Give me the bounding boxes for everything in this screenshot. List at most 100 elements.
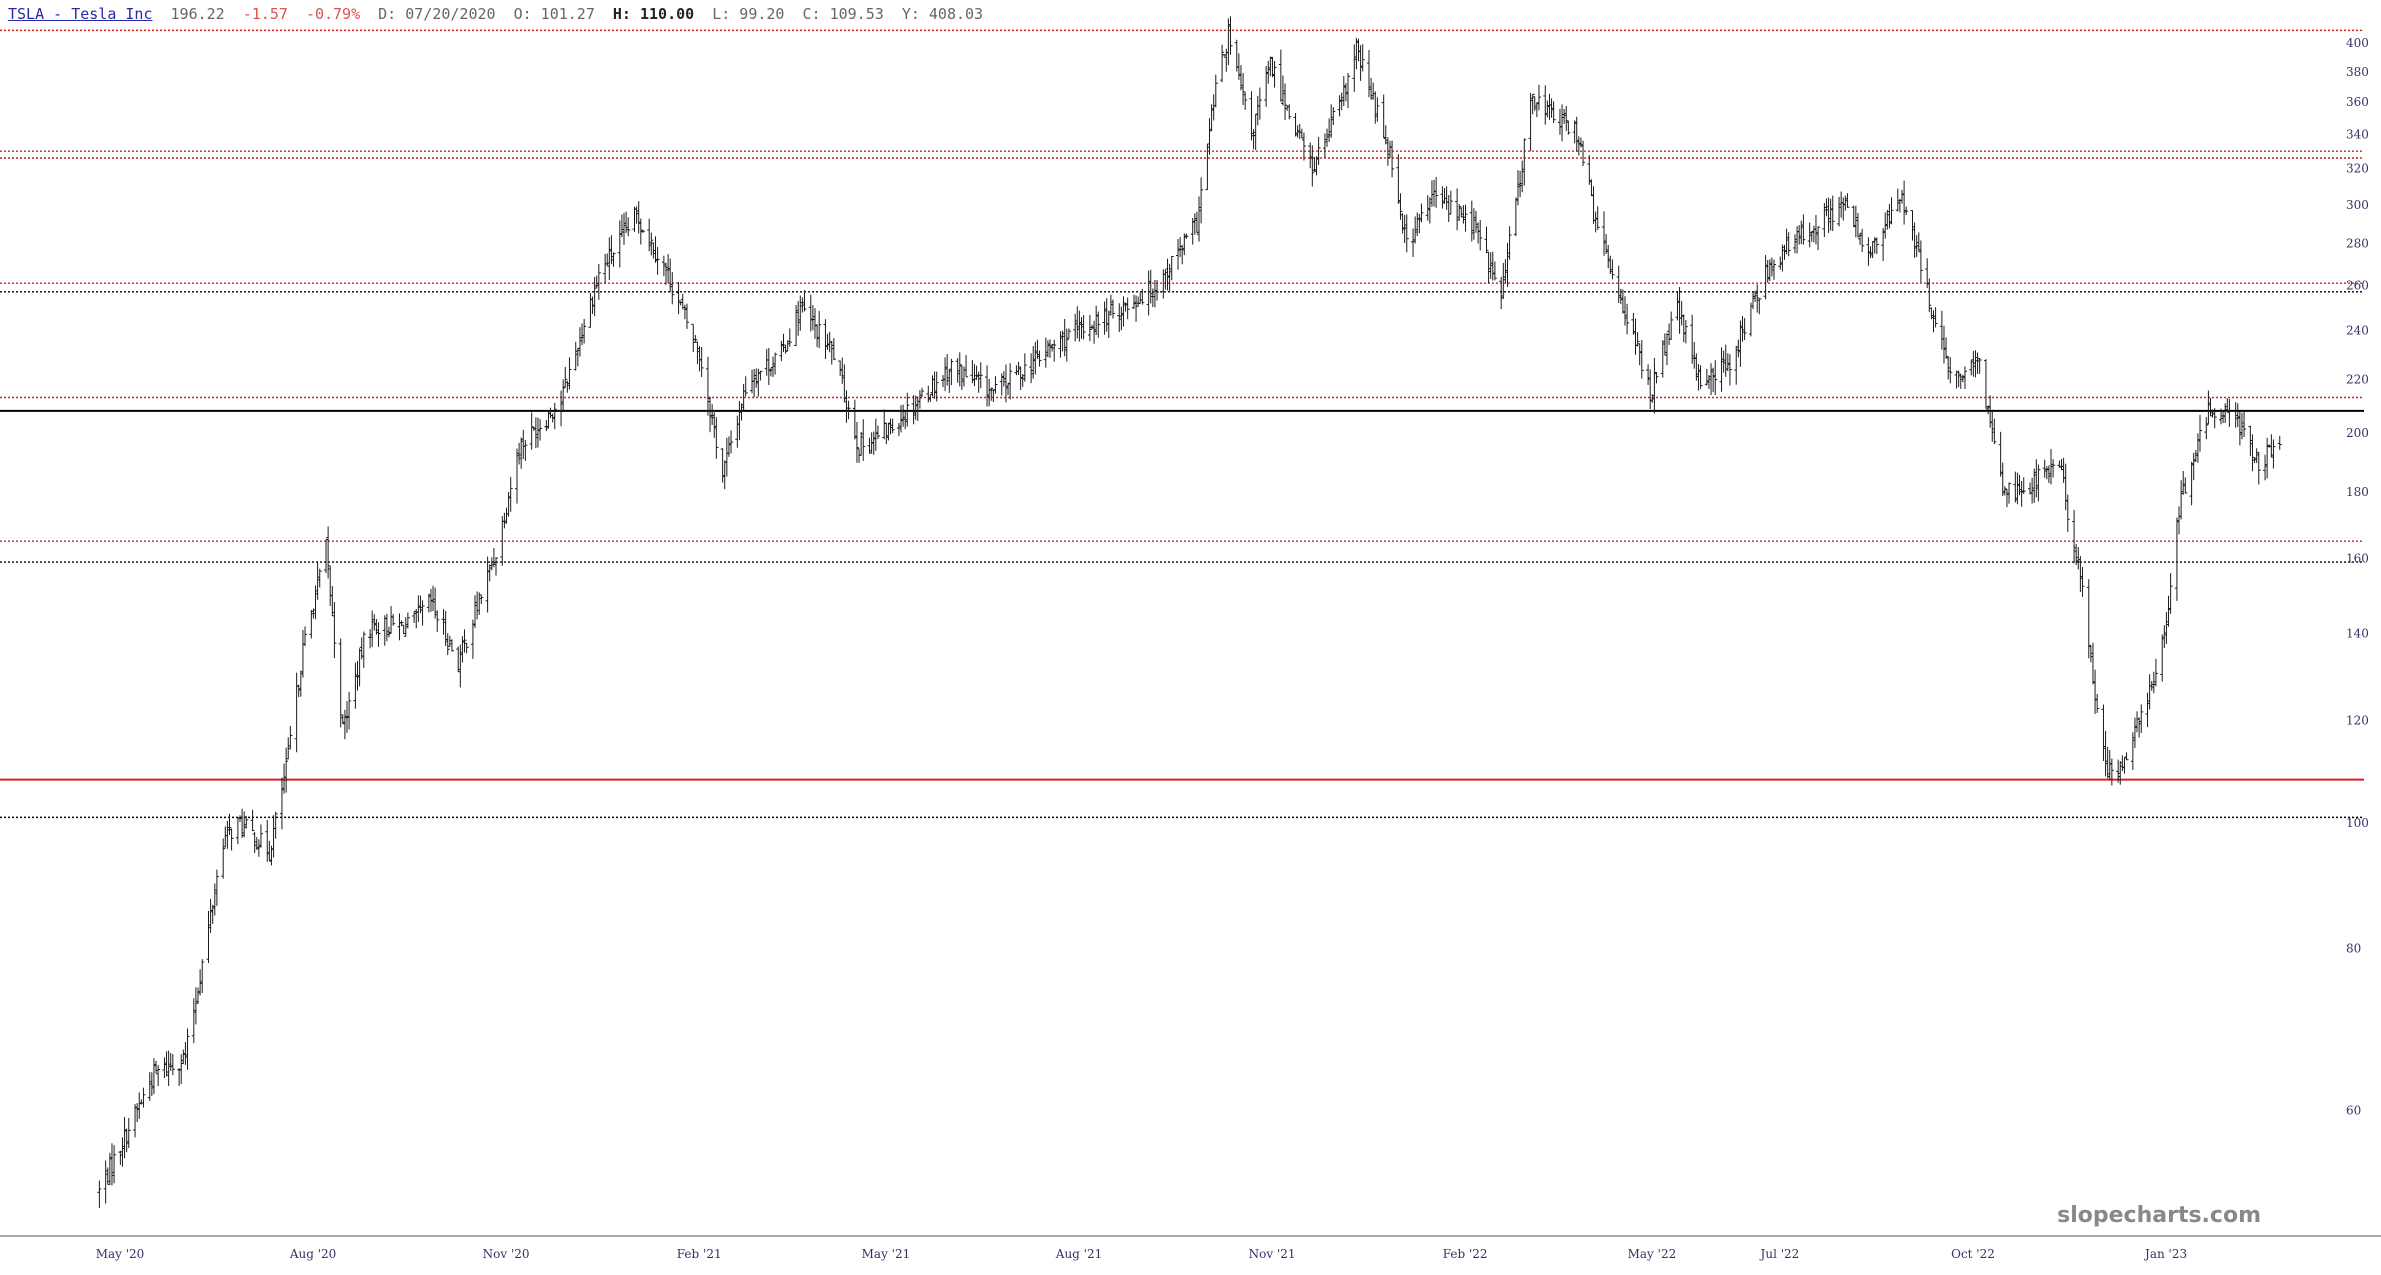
- ohlc-bar: [2223, 403, 2228, 423]
- ohlc-bar: [697, 345, 702, 372]
- ohlc-bar: [397, 613, 402, 641]
- ohlc-bar: [1843, 195, 1848, 211]
- ohlc-bar: [357, 648, 362, 687]
- ohlc-bar: [684, 303, 689, 329]
- ohlc-bar: [519, 437, 524, 469]
- ohlc-bar: [179, 1054, 184, 1085]
- ohlc-bar: [133, 1104, 138, 1138]
- ohlc-bar: [237, 815, 242, 822]
- ohlc-bar: [1858, 232, 1863, 246]
- ohlc-bar: [1841, 197, 1846, 221]
- bar-close: C: 109.53: [802, 5, 884, 23]
- ohlc-bar: [1134, 295, 1139, 322]
- ohlc-bar: [987, 378, 992, 407]
- ohlc-bar: [1390, 140, 1395, 178]
- ohlc-bar: [590, 296, 595, 314]
- ohlc-bar: [961, 366, 966, 387]
- ohlc-bar: [347, 691, 352, 730]
- ohlc-bar: [221, 838, 226, 879]
- ohlc-bar: [1816, 226, 1821, 251]
- ohlc-bar: [1654, 371, 1659, 384]
- ohlc-bar: [693, 335, 698, 343]
- ohlc-bar: [225, 820, 230, 849]
- ohlc-bar: [489, 557, 494, 571]
- ohlc-bar: [487, 564, 492, 582]
- ohlc-bar: [1866, 237, 1871, 266]
- ohlc-bar: [1574, 116, 1579, 152]
- ohlc-bar: [1339, 92, 1344, 111]
- ohlc-bar: [1931, 310, 1936, 333]
- ohlc-bar: [1257, 87, 1262, 120]
- ohlc-bar: [991, 389, 996, 403]
- y-axis-ticks: 60 80 100 120 140 160 180 200 220 240 260 280 300 320…: [2346, 36, 2369, 1118]
- ohlc-bar: [1121, 296, 1126, 327]
- ohlc-bar: [462, 629, 467, 653]
- ohlc-bar: [783, 344, 788, 354]
- ohlc-bar: [726, 436, 731, 457]
- ohlc-bar: [752, 369, 757, 398]
- bar-open: O: 101.27: [513, 5, 595, 23]
- ohlc-bar: [1734, 345, 1739, 385]
- x-tick-label: Feb '21: [677, 1247, 722, 1261]
- ohlc-bar: [1432, 179, 1437, 207]
- ohlc-bar: [240, 808, 245, 838]
- ohlc-bar: [1325, 128, 1330, 147]
- ohlc-bar: [1954, 370, 1959, 389]
- ohlc-bar: [911, 395, 916, 425]
- ohlc-bar: [1566, 120, 1571, 135]
- ohlc-bar: [1419, 203, 1424, 223]
- ohlc-bar: [265, 820, 270, 862]
- y-tick-label: 260: [2346, 278, 2369, 292]
- ohlc-bar: [1398, 193, 1403, 220]
- ohlc-bar: [1417, 214, 1422, 234]
- ohlc-bar: [812, 308, 817, 339]
- ohlc-bar: [1543, 85, 1548, 125]
- ohlc-bar: [1161, 269, 1166, 299]
- ohlc-bar: [1197, 196, 1202, 242]
- ohlc-bar: [382, 615, 387, 646]
- ohlc-bar: [976, 371, 981, 393]
- ohlc-bar: [1855, 212, 1860, 238]
- ohlc-bar: [1329, 104, 1334, 138]
- ohlc-bar: [926, 385, 931, 403]
- ohlc-bar: [1354, 37, 1359, 70]
- ohlc-bar: [296, 684, 301, 698]
- ohlc-bar: [1885, 209, 1890, 230]
- ohlc-bar: [1207, 118, 1212, 155]
- ohlc-bar: [989, 387, 994, 401]
- ohlc-bar: [1837, 196, 1842, 227]
- ohlc-bar: [1474, 210, 1479, 233]
- ohlc-bar: [867, 437, 872, 454]
- ohlc-bar: [1255, 95, 1260, 126]
- ohlc-bar: [2256, 451, 2261, 485]
- ohlc-bar: [1669, 311, 1674, 340]
- ohlc-bar: [2021, 477, 2026, 495]
- ohlc-bar: [2093, 669, 2098, 714]
- ohlc-bar: [1150, 288, 1155, 307]
- ohlc-bar: [567, 357, 572, 390]
- ohlc-bar: [309, 609, 314, 639]
- ohlc-bar: [2254, 448, 2259, 464]
- ohlc-bar: [1411, 228, 1416, 257]
- cursor-y-value: Y: 408.03: [901, 5, 984, 23]
- ohlc-bar: [2015, 472, 2020, 505]
- y-tick-label: 380: [2346, 65, 2369, 79]
- ohlc-bar: [1310, 145, 1315, 187]
- ohlc-bar: [800, 297, 805, 313]
- ohlc-bar: [1562, 109, 1567, 124]
- ohlc-bar: [1830, 195, 1835, 232]
- ohlc-bar: [1478, 219, 1483, 251]
- x-tick-label: May '22: [1628, 1247, 1677, 1261]
- ohlc-bar: [1213, 74, 1218, 108]
- ohlc-bar: [1459, 207, 1464, 218]
- ticker-link[interactable]: TSLA - Tesla Inc: [8, 5, 153, 23]
- y-tick-label: 140: [2346, 627, 2369, 641]
- ohlc-bar: [1576, 136, 1581, 156]
- ohlc-bar: [2065, 494, 2070, 533]
- ohlc-bar: [1264, 65, 1269, 107]
- ohlc-bar: [722, 460, 727, 490]
- ohlc-bar: [250, 809, 255, 832]
- ohlc-bar: [724, 437, 729, 477]
- ohlc-bar: [431, 585, 436, 612]
